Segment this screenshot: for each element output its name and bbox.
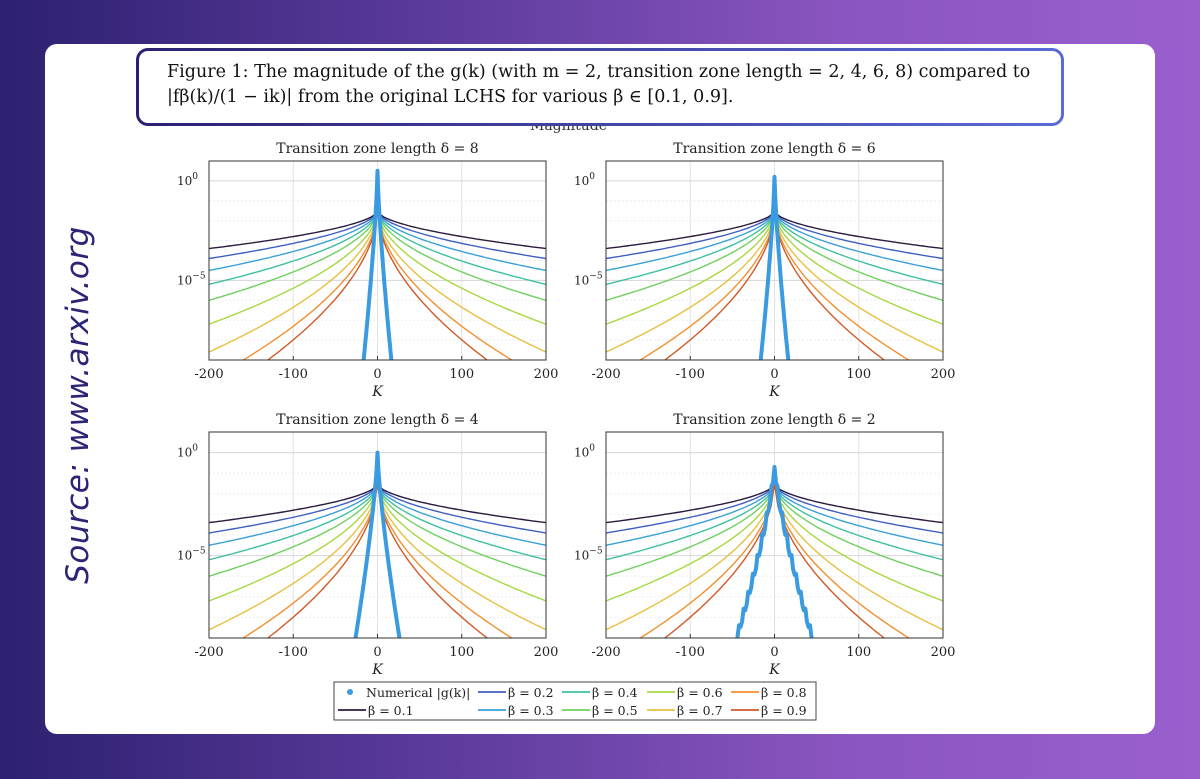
legend-label: β = 0.5 [592, 703, 638, 718]
legend-label: β = 0.7 [677, 703, 723, 718]
x-tick-label: 200 [534, 367, 559, 382]
chart-panel-4: Transition zone length δ = 2 -200 -100 0 100… [574, 412, 956, 678]
x-tick-label: 200 [931, 645, 956, 660]
series-numerical-g [353, 450, 402, 638]
y-tick-label: 10−5 [177, 271, 206, 287]
legend-label-numerical: Numerical |g(k)| [366, 685, 470, 700]
chart-panel-3: Transition zone length δ = 4 -200 -100 0 100… [177, 412, 559, 678]
x-tick-label: 100 [846, 367, 871, 382]
y-tick-label: 10−5 [574, 547, 603, 563]
legend-marker-numerical [347, 689, 353, 695]
x-tick-label: -200 [591, 645, 620, 660]
y-tick-label: 100 [177, 444, 198, 460]
x-tick-label: 100 [449, 645, 474, 660]
chart-title: Transition zone length δ = 6 [673, 141, 876, 157]
x-axis-label: K [768, 662, 781, 678]
chart-title: Transition zone length δ = 2 [673, 412, 875, 428]
x-axis-label: K [371, 662, 384, 678]
legend-label: β = 0.8 [761, 685, 807, 700]
legend-label: β = 0.6 [677, 685, 723, 700]
x-tick-label: -200 [591, 367, 620, 382]
x-tick-label: -100 [676, 645, 705, 660]
x-tick-label: 0 [373, 367, 381, 382]
x-tick-label: 200 [931, 367, 956, 382]
x-tick-label: -100 [279, 367, 308, 382]
legend-box [333, 681, 817, 721]
series-line-beta-9 [266, 483, 489, 638]
x-tick-label: -100 [279, 645, 308, 660]
series-numerical-g [361, 168, 394, 360]
chart-panel-2: Transition zone length δ = 6 -200 -100 0 100… [574, 141, 955, 400]
y-tick-label: 100 [574, 172, 595, 188]
chart-panel-1: Transition zone length δ = 8 -200 -100 0 100… [177, 141, 558, 400]
x-tick-label: -200 [194, 645, 223, 660]
legend-label: β = 0.1 [368, 703, 414, 718]
y-tick-label: 100 [177, 172, 198, 188]
y-tick-label: 100 [574, 444, 595, 460]
x-axis-label: K [371, 384, 384, 400]
caption-line-2: |fβ(k)/(1 − ik)| from the original LCHS … [167, 87, 734, 107]
x-tick-label: 100 [846, 645, 871, 660]
chart-title: Transition zone length δ = 8 [276, 141, 478, 157]
caption-box: Figure 1: The magnitude of the g(k) (wit… [136, 48, 1064, 126]
x-axis-label: K [768, 384, 781, 400]
x-tick-label: 0 [770, 645, 778, 660]
x-tick-label: 200 [534, 645, 559, 660]
x-tick-label: 0 [770, 367, 778, 382]
legend-label: β = 0.3 [508, 703, 554, 718]
y-tick-label: 10−5 [177, 547, 206, 563]
caption-line-1: Figure 1: The magnitude of the g(k) (wit… [167, 62, 1031, 82]
x-tick-label: -100 [676, 367, 705, 382]
series-numerical-g [735, 465, 814, 638]
x-tick-label: -200 [194, 367, 223, 382]
legend-label: β = 0.9 [761, 703, 807, 718]
legend-label: β = 0.4 [592, 685, 638, 700]
chart-title: Transition zone length δ = 4 [276, 412, 479, 428]
legend-label: β = 0.2 [508, 685, 554, 700]
legend: Numerical |g(k)| β = 0.2 β = 0.4 β = 0.6 β =… [333, 681, 817, 721]
x-tick-label: 0 [373, 645, 381, 660]
y-tick-label: 10−5 [574, 271, 603, 287]
x-tick-label: 100 [449, 367, 474, 382]
series-numerical-g [758, 174, 791, 360]
